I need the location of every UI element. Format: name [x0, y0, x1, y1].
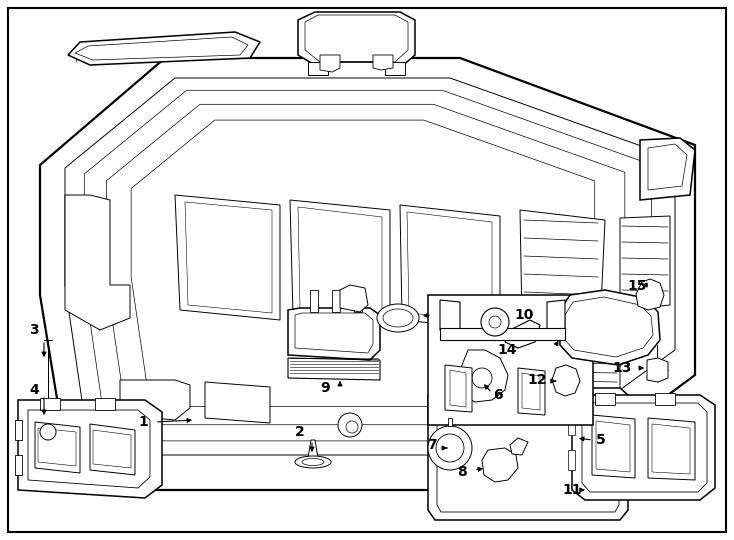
Polygon shape	[65, 195, 130, 330]
Polygon shape	[95, 398, 115, 410]
Text: 13: 13	[612, 361, 632, 375]
Polygon shape	[520, 210, 605, 328]
Polygon shape	[592, 415, 635, 478]
Polygon shape	[308, 440, 318, 458]
Polygon shape	[560, 352, 620, 408]
Polygon shape	[552, 365, 580, 396]
Ellipse shape	[377, 304, 419, 332]
Polygon shape	[18, 400, 162, 498]
Text: 1: 1	[138, 415, 148, 429]
Polygon shape	[440, 328, 565, 340]
Polygon shape	[568, 450, 575, 470]
Polygon shape	[68, 32, 260, 65]
Polygon shape	[448, 418, 452, 426]
Polygon shape	[175, 195, 280, 320]
Polygon shape	[205, 382, 270, 423]
Polygon shape	[373, 55, 393, 70]
Text: 14: 14	[497, 343, 517, 357]
Polygon shape	[120, 380, 190, 420]
Circle shape	[436, 434, 464, 462]
Ellipse shape	[295, 456, 331, 468]
Polygon shape	[445, 365, 472, 412]
Circle shape	[472, 368, 492, 388]
Polygon shape	[65, 78, 675, 455]
Text: 6: 6	[493, 388, 503, 402]
Polygon shape	[288, 308, 380, 360]
Circle shape	[338, 413, 362, 437]
Circle shape	[481, 308, 509, 336]
Circle shape	[40, 424, 56, 440]
Text: 2: 2	[295, 425, 305, 439]
Polygon shape	[458, 350, 508, 402]
Polygon shape	[510, 438, 528, 455]
Polygon shape	[547, 300, 565, 340]
Polygon shape	[90, 424, 135, 475]
Polygon shape	[298, 12, 415, 68]
Polygon shape	[647, 358, 668, 382]
Circle shape	[428, 426, 472, 470]
Polygon shape	[505, 320, 540, 348]
Polygon shape	[400, 205, 500, 330]
Polygon shape	[15, 455, 22, 475]
Polygon shape	[354, 290, 362, 312]
Polygon shape	[595, 393, 615, 405]
Text: 5: 5	[596, 433, 606, 447]
Polygon shape	[648, 418, 695, 480]
Polygon shape	[428, 388, 628, 520]
Polygon shape	[40, 398, 60, 410]
Polygon shape	[310, 290, 318, 312]
Polygon shape	[320, 55, 340, 72]
Text: 7: 7	[427, 438, 437, 452]
Polygon shape	[655, 393, 675, 405]
Text: 15: 15	[628, 279, 647, 293]
Polygon shape	[40, 58, 695, 490]
Polygon shape	[340, 285, 368, 312]
Polygon shape	[308, 62, 328, 75]
Polygon shape	[490, 388, 560, 400]
Polygon shape	[332, 290, 340, 312]
Text: 4: 4	[29, 383, 39, 397]
Polygon shape	[560, 290, 660, 365]
Polygon shape	[15, 420, 22, 440]
Polygon shape	[440, 300, 460, 340]
Text: 3: 3	[29, 323, 39, 337]
Text: 9: 9	[320, 381, 330, 395]
Text: 10: 10	[515, 308, 534, 322]
Text: 12: 12	[527, 373, 547, 387]
Polygon shape	[35, 422, 80, 473]
Polygon shape	[636, 279, 664, 310]
Polygon shape	[568, 415, 575, 435]
Bar	[428, 295, 593, 425]
Polygon shape	[290, 200, 390, 325]
Text: 11: 11	[562, 483, 582, 497]
Polygon shape	[620, 216, 670, 310]
Polygon shape	[518, 368, 545, 415]
Text: 8: 8	[457, 465, 467, 479]
Polygon shape	[640, 138, 695, 200]
Polygon shape	[482, 448, 518, 482]
Polygon shape	[572, 395, 715, 500]
Polygon shape	[385, 62, 405, 75]
